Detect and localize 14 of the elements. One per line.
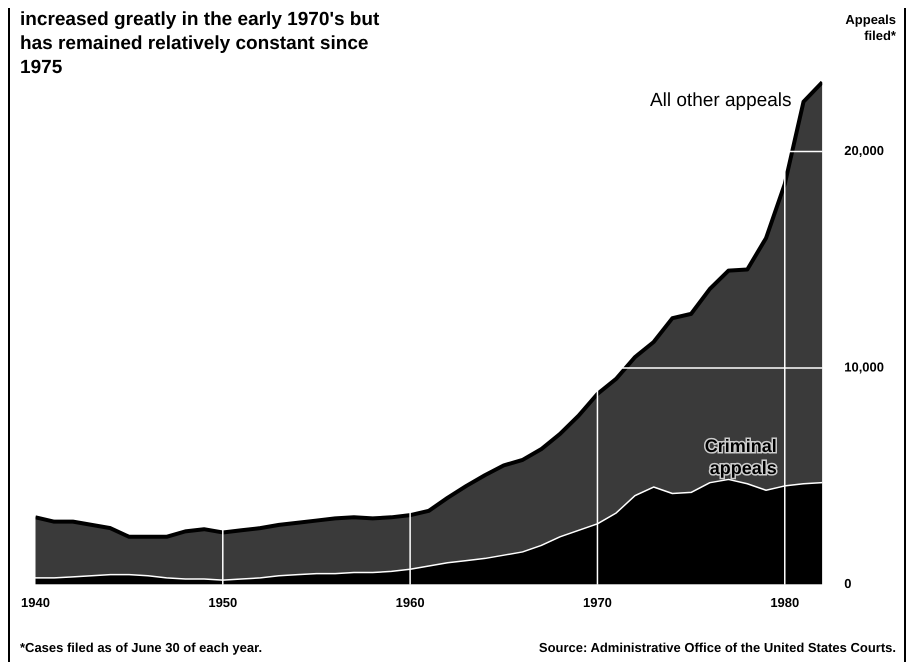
x-tick-label: 1960 [396,594,425,610]
x-tick-label: 1940 [21,594,50,610]
y-tick-label: 20,000 [844,143,884,158]
text: *Cases filed as of June 30 of each year. [20,640,262,655]
source-note: Source: Administrative Office of the United States Courts. [538,640,896,655]
y-tick-label: 0 [844,576,852,591]
x-tick-label: 1980 [770,594,800,610]
y-axis-title: Appeals filed* [844,12,896,44]
chart-title: increased greatly in the early 1970's but has remained relatively constant since 1975 [20,8,380,80]
x-tick-label: 1950 [208,594,238,610]
series-label: Criminal appeals [704,436,777,478]
series-label: All other appeals [650,90,792,111]
x-tick-label: 1970 [582,594,612,610]
y-tick-label: 10,000 [844,360,884,375]
